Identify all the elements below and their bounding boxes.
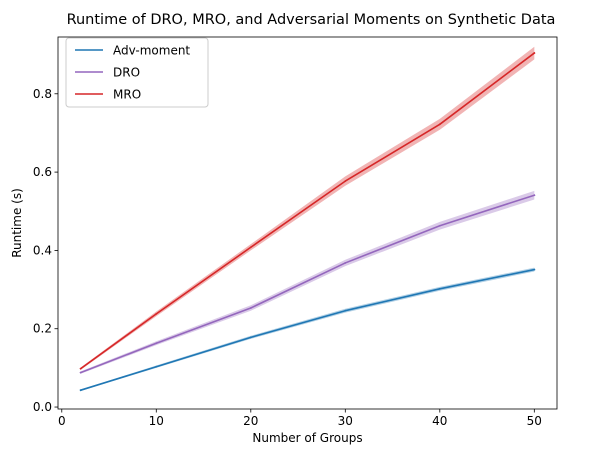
x-tick-label: 0	[58, 414, 66, 428]
mro-data-point	[533, 52, 536, 54]
dro-data-point	[344, 262, 347, 264]
mro-data-point	[79, 367, 82, 370]
adv-moment-confidence-band	[80, 267, 535, 391]
adv-moment-series-line	[79, 268, 536, 392]
x-tick-label: 50	[527, 414, 542, 428]
dro-legend-label: DRO	[113, 66, 140, 80]
y-tick-label: 0.8	[33, 87, 52, 101]
x-axis-ticks: 0 10 20 30 40 50	[58, 409, 542, 428]
mro-data-point	[438, 123, 441, 126]
adv-moment-data-point	[155, 365, 158, 368]
x-axis-label: Number of Groups	[252, 431, 362, 445]
adv-moment-data-point	[79, 389, 82, 392]
y-tick-label: 0.6	[33, 165, 52, 179]
x-tick-label: 10	[149, 414, 164, 428]
adv-moment-data-point	[249, 336, 252, 339]
dro-data-point	[249, 307, 252, 309]
x-tick-label: 30	[338, 414, 353, 428]
y-tick-label: 0.2	[33, 322, 52, 336]
mro-data-point	[249, 246, 252, 249]
mro-data-point	[155, 312, 158, 315]
adv-moment-data-point	[533, 268, 536, 271]
x-tick-label: 40	[432, 414, 447, 428]
adv-moment-data-point	[344, 309, 347, 312]
y-axis-label: Runtime (s)	[10, 188, 24, 258]
dro-confidence-band	[80, 190, 535, 374]
legend-entries: Adv-moment DRO MRO	[75, 44, 190, 102]
adv-moment-legend-label: Adv-moment	[113, 44, 190, 58]
y-tick-label: 0.0	[33, 400, 52, 414]
plot-frame	[57, 36, 558, 410]
legend-frame	[65, 37, 209, 108]
mro-data-point	[344, 180, 347, 183]
adv-moment-data-point	[438, 287, 441, 290]
dro-data-point	[533, 194, 536, 197]
dro-data-point	[438, 224, 441, 227]
y-tick-label: 0.4	[33, 243, 52, 257]
mro-series-line	[79, 51, 536, 370]
y-axis-ticks: 0.0 0.2 0.4 0.6 0.8	[33, 87, 58, 414]
dro-series-line	[79, 194, 536, 374]
mro-legend-label: MRO	[113, 88, 141, 102]
legend: Adv-moment DRO MRO	[65, 37, 209, 108]
chart-title: Runtime of DRO, MRO, and Adversarial Mom…	[67, 12, 556, 28]
series-lines	[79, 51, 536, 392]
x-tick-label: 20	[243, 414, 258, 428]
dro-data-point	[155, 342, 158, 345]
dro-data-point	[79, 371, 82, 374]
